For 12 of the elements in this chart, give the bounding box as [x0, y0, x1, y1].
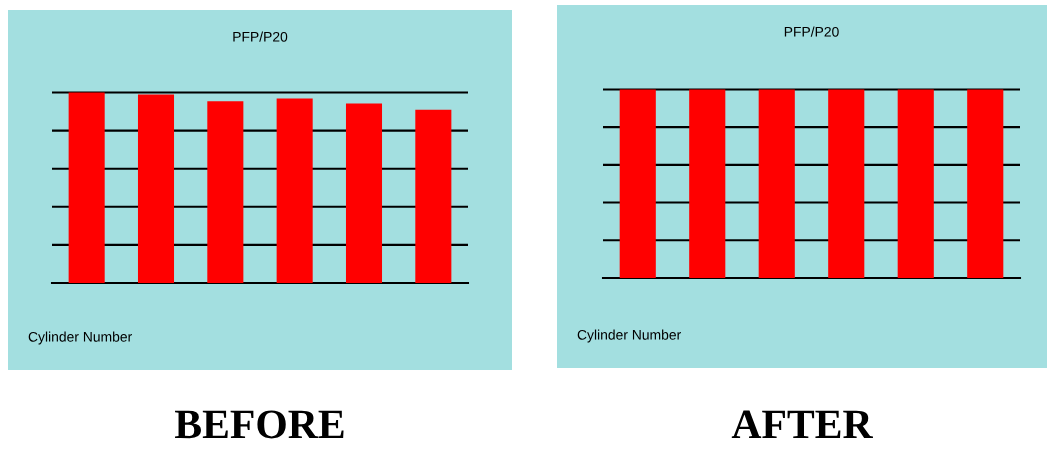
bar: [137, 94, 175, 283]
x-axis-title: Cylinder Number: [577, 329, 681, 343]
text: BEFORE: [175, 410, 344, 439]
bar: [345, 103, 383, 283]
bar: [415, 109, 452, 283]
bar: [276, 98, 313, 283]
bar: [68, 92, 105, 283]
chart-title: PFP/P20: [233, 31, 288, 42]
text: AFTER: [731, 410, 873, 439]
bar: [207, 101, 244, 283]
x-axis-title: Cylinder Number: [28, 331, 132, 345]
chart-title: PFP/P20: [784, 26, 839, 37]
